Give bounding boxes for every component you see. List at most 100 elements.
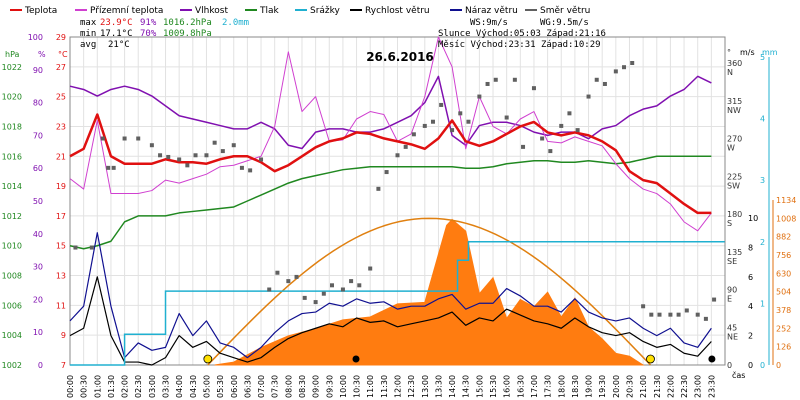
deg-tick-label: 90 xyxy=(727,286,737,295)
time-tick-label: 05:30 xyxy=(216,375,225,398)
wind-direction-point xyxy=(531,86,536,91)
wind-direction-point xyxy=(466,119,471,124)
astro-markers xyxy=(203,354,716,364)
radiation-tick-label: 1008 xyxy=(776,214,796,223)
degc-tick-label: 23 xyxy=(56,122,66,131)
wind-direction-point xyxy=(349,279,354,284)
ms-tick-label: 8 xyxy=(748,243,753,252)
time-tick-label: 14:30 xyxy=(462,375,471,398)
wind-gust-line xyxy=(69,232,712,359)
wind-direction-point xyxy=(248,168,253,173)
wind-direction-point xyxy=(267,287,272,292)
deg-tick-compass: S xyxy=(727,219,732,228)
wind-direction-point xyxy=(521,144,526,149)
hpa-tick-label: 1022 xyxy=(2,63,22,72)
stat-avg-label: avg xyxy=(80,40,96,50)
ms-tick-label: 6 xyxy=(748,273,753,282)
wind-direction-point xyxy=(122,136,127,141)
wind-direction-point xyxy=(212,140,217,145)
stat-avg-temp: 21°C xyxy=(108,40,130,50)
ms-tick-label: 0 xyxy=(748,361,753,370)
wind-direction-point xyxy=(540,136,545,141)
wind-direction-point xyxy=(641,304,646,309)
wind-direction-point xyxy=(630,61,635,65)
deg-axis-unit: ° xyxy=(727,48,731,57)
degc-tick-label: 7 xyxy=(61,361,66,370)
moon-marker xyxy=(352,355,360,363)
wind-direction-point xyxy=(106,165,111,170)
wind-direction-point xyxy=(684,308,689,313)
deg-tick-compass: SE xyxy=(727,257,737,266)
mm-tick-label: 3 xyxy=(760,176,765,185)
pct-tick-label: 30 xyxy=(33,263,43,272)
moon-marker xyxy=(708,355,716,363)
deg-tick-label: 135 xyxy=(727,248,742,257)
ground-temperature-line xyxy=(69,36,712,232)
hpa-tick-label: 1020 xyxy=(2,93,22,102)
wind-direction-point xyxy=(493,77,498,82)
wind-direction-point xyxy=(695,312,700,317)
wind-direction-point xyxy=(193,153,198,158)
ms-tick-label: 2 xyxy=(748,332,753,341)
legend-label-wind: Rychlost větru xyxy=(365,6,430,16)
time-tick-label: 13:00 xyxy=(421,375,430,398)
mm-axis-unit: mm xyxy=(762,48,778,57)
time-tick-label: 13:30 xyxy=(434,375,443,398)
wind-direction-point xyxy=(136,136,141,141)
time-tick-label: 15:30 xyxy=(489,375,498,398)
degc-tick-label: 21 xyxy=(56,152,66,161)
deg-tick-compass: W xyxy=(727,144,735,153)
wind-direction-point xyxy=(422,123,427,128)
wind-direction-point xyxy=(89,245,94,250)
time-tick-label: 09:00 xyxy=(312,375,321,398)
degc-tick-label: 27 xyxy=(56,63,66,72)
wind-direction-point xyxy=(177,157,182,162)
time-tick-label: 01:30 xyxy=(107,375,116,398)
wind-direction-point xyxy=(594,77,599,82)
time-axis-unit: čas xyxy=(732,370,745,380)
time-tick-label: 16:00 xyxy=(503,375,512,398)
time-tick-label: 20:00 xyxy=(612,375,621,398)
time-tick-label: 12:30 xyxy=(407,375,416,398)
wind-direction-point xyxy=(239,165,244,170)
radiation-tick-label: 0 xyxy=(776,361,781,370)
time-tick-label: 22:00 xyxy=(666,375,675,398)
wind-direction-point xyxy=(376,186,381,191)
deg-tick-compass: SW xyxy=(727,181,740,190)
legend-label-hum: Vlhkost xyxy=(195,6,228,16)
degc-tick-label: 11 xyxy=(56,301,66,310)
wind-direction-point xyxy=(450,128,455,133)
hpa-tick-label: 1006 xyxy=(2,301,22,310)
degc-tick-label: 15 xyxy=(56,242,66,251)
deg-tick-label: 45 xyxy=(727,323,737,332)
deg-tick-compass: NE xyxy=(727,332,738,341)
wind-direction-point xyxy=(185,163,190,168)
wind-direction-point xyxy=(330,283,334,288)
stat-max-temp: 23.9°C xyxy=(100,18,133,28)
legend: Teplota Přízemní teplota Vlhkost Tlak Srážky… xyxy=(10,6,590,16)
stats-header: max 23.9°C 91% 1016.2hPa 2.0mm min 17.1°C 70% 10… xyxy=(80,18,606,50)
stat-wg: WG:9.5m/s xyxy=(540,18,589,28)
wind-direction-point xyxy=(430,119,435,124)
time-tick-label: 09:30 xyxy=(325,375,334,398)
wind-direction-point xyxy=(676,312,681,317)
wind-direction-point xyxy=(231,143,236,148)
hpa-tick-label: 1012 xyxy=(2,212,22,221)
legend-label-feels: Přízemní teplota xyxy=(90,6,163,16)
time-tick-label: 15:00 xyxy=(475,375,484,398)
ms-tick-label: 4 xyxy=(748,302,753,311)
stat-sun: Slunce Východ:05:03 Západ:21:16 xyxy=(438,29,606,39)
pct-tick-label: 100 xyxy=(28,33,43,42)
wind-direction-point xyxy=(321,291,326,296)
chart-title: 26.6.2016 xyxy=(366,50,434,64)
wind-direction-point xyxy=(613,69,618,74)
stat-min-label: min xyxy=(80,29,96,39)
pct-tick-label: 0 xyxy=(38,361,43,370)
wind-direction-point xyxy=(111,165,116,170)
hpa-tick-label: 1018 xyxy=(2,122,22,131)
degc-tick-label: 25 xyxy=(56,93,66,102)
time-tick-label: 00:00 xyxy=(66,375,75,398)
legend-label-temp: Teplota xyxy=(24,6,57,16)
wind-direction-point xyxy=(548,149,553,154)
degc-tick-label: 19 xyxy=(56,182,66,191)
